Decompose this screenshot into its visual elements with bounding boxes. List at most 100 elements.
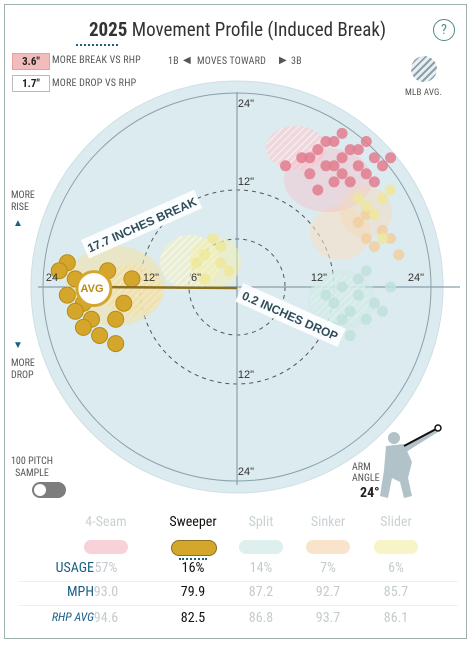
cell-0-0: 57% [94,560,118,576]
point-sweeper-8 [123,270,141,288]
row-divider [18,581,458,582]
point-split-0 [320,289,332,301]
pitcher-silhouette [380,428,438,498]
arrow-right-icon: ▶ [279,55,287,66]
cell-2-2: 86.8 [248,610,274,626]
cell-0-2: 14% [249,560,273,576]
cell-2-4: 86.1 [383,610,409,626]
point-sweeper-6 [107,310,125,328]
point-4-seam-6 [344,144,356,156]
point-split-1 [328,297,340,309]
tick-y-top-24: 24" [238,98,254,110]
pill-sinker[interactable] [306,540,350,554]
point-slider-7 [360,200,372,212]
tick-y-bottom-12: 12" [238,369,254,381]
point-4-seam-0 [296,152,308,164]
tab-sweeper[interactable]: Sweeper [169,514,217,530]
tick-x-right-24: 24" [408,272,424,284]
point-4-seam-23 [385,152,397,164]
point-split-8 [368,297,380,309]
point-split-9 [336,313,348,325]
point-4-seam-15 [304,152,316,164]
cell-1-4: 85.7 [383,584,409,600]
sample-label: 100 PITCH SAMPLE [11,456,53,479]
point-sinker-5 [360,208,372,220]
arrow-left-icon: ◀ [183,55,191,66]
tick-x-left-12: 12" [143,272,159,284]
cell-1-0: 93.0 [93,584,119,600]
point-4-seam-10 [328,176,340,188]
active-underline [179,558,207,560]
tab-split[interactable]: Split [248,514,274,530]
point-split-11 [377,305,388,317]
more-drop-badge: 1.7" [12,75,50,92]
point-4-seam-7 [352,160,364,172]
cell-1-3: 92.7 [315,584,341,600]
cell-1-1: 79.9 [180,584,206,600]
point-4-seam-3 [320,160,332,172]
tick-y-top-12: 12" [238,176,254,188]
arrow-up-icon: ▲ [13,218,23,229]
row-label-mph: MPH [66,584,94,600]
point-4-seam-2 [312,144,324,156]
point-4-seam-12 [336,168,348,180]
sample-toggle[interactable] [32,482,66,498]
point-split-3 [344,305,356,317]
point-slider-8 [385,184,397,196]
row-label-usage: USAGE [55,560,94,576]
pill-sweeper[interactable] [171,540,217,556]
point-sweeper-13 [107,335,125,353]
pill-slider[interactable] [374,540,418,554]
point-4-seam-22 [336,127,348,139]
point-split-4 [352,289,364,301]
mlb-average-icon[interactable] [411,56,437,82]
point-split-12 [360,265,372,277]
tick-x-left-24: 24 [46,272,58,284]
toggle-knob [34,484,46,496]
help-icon[interactable]: ? [433,19,455,41]
pill-split[interactable] [239,540,283,554]
more-drop-text: MORE DROP VS RHP [52,78,137,89]
point-sweeper-5 [91,327,109,344]
point-sinker-4 [385,233,397,244]
point-split-7 [344,330,356,341]
tab-slider[interactable]: Slider [380,514,412,530]
point-sinker-2 [377,224,388,236]
point-4-seam-9 [368,152,380,164]
direction-label-1b: 1B [168,56,179,67]
point-slider-11 [352,192,364,204]
more-break-badge: 3.6" [12,53,50,70]
mlb-average-label: MLB AVG. [405,88,443,98]
title-text: Movement Profile (Induced Break) [127,18,387,41]
point-slider-12 [377,233,388,244]
movement-chart: AVG 17.7 INCHES BREAK 0.2 INCHES DROP 24… [30,80,460,498]
point-split-13 [385,281,397,293]
point-4-seam-16 [320,136,332,147]
point-sinker-3 [368,241,380,253]
row-label-rhp-avg: RHP AVG [51,610,94,624]
point-slider-10 [199,273,211,285]
point-4-seam-1 [304,168,316,180]
page-title: 2025 Movement Profile (Induced Break) [0,18,475,41]
year-dropdown-underline [76,44,118,46]
cell-1-2: 87.2 [248,584,274,600]
cell-2-3: 93.7 [315,610,341,626]
title-year[interactable]: 2025 [88,18,128,41]
point-4-seam-4 [328,136,340,147]
point-slider-0 [199,249,211,261]
pill-4-seam[interactable] [84,540,128,554]
tab-sinker[interactable]: Sinker [310,514,346,530]
point-split-2 [336,281,348,293]
more-rise-label: MORE RISE [11,190,35,213]
tick-y-bottom-24: 24" [238,466,254,478]
point-split-5 [360,313,372,325]
cell-0-3: 7% [320,560,336,576]
direction-label-3b: 3B [291,56,302,67]
tab-4-seam[interactable]: 4-Seam [85,514,127,530]
more-drop-label: MORE DROP [11,358,35,381]
point-4-seam-14 [377,160,388,172]
cell-0-4: 6% [388,560,404,576]
cell-0-1: 16% [181,560,205,576]
cell-2-0: 94.6 [93,610,119,626]
avg-label: AVG [80,283,103,295]
